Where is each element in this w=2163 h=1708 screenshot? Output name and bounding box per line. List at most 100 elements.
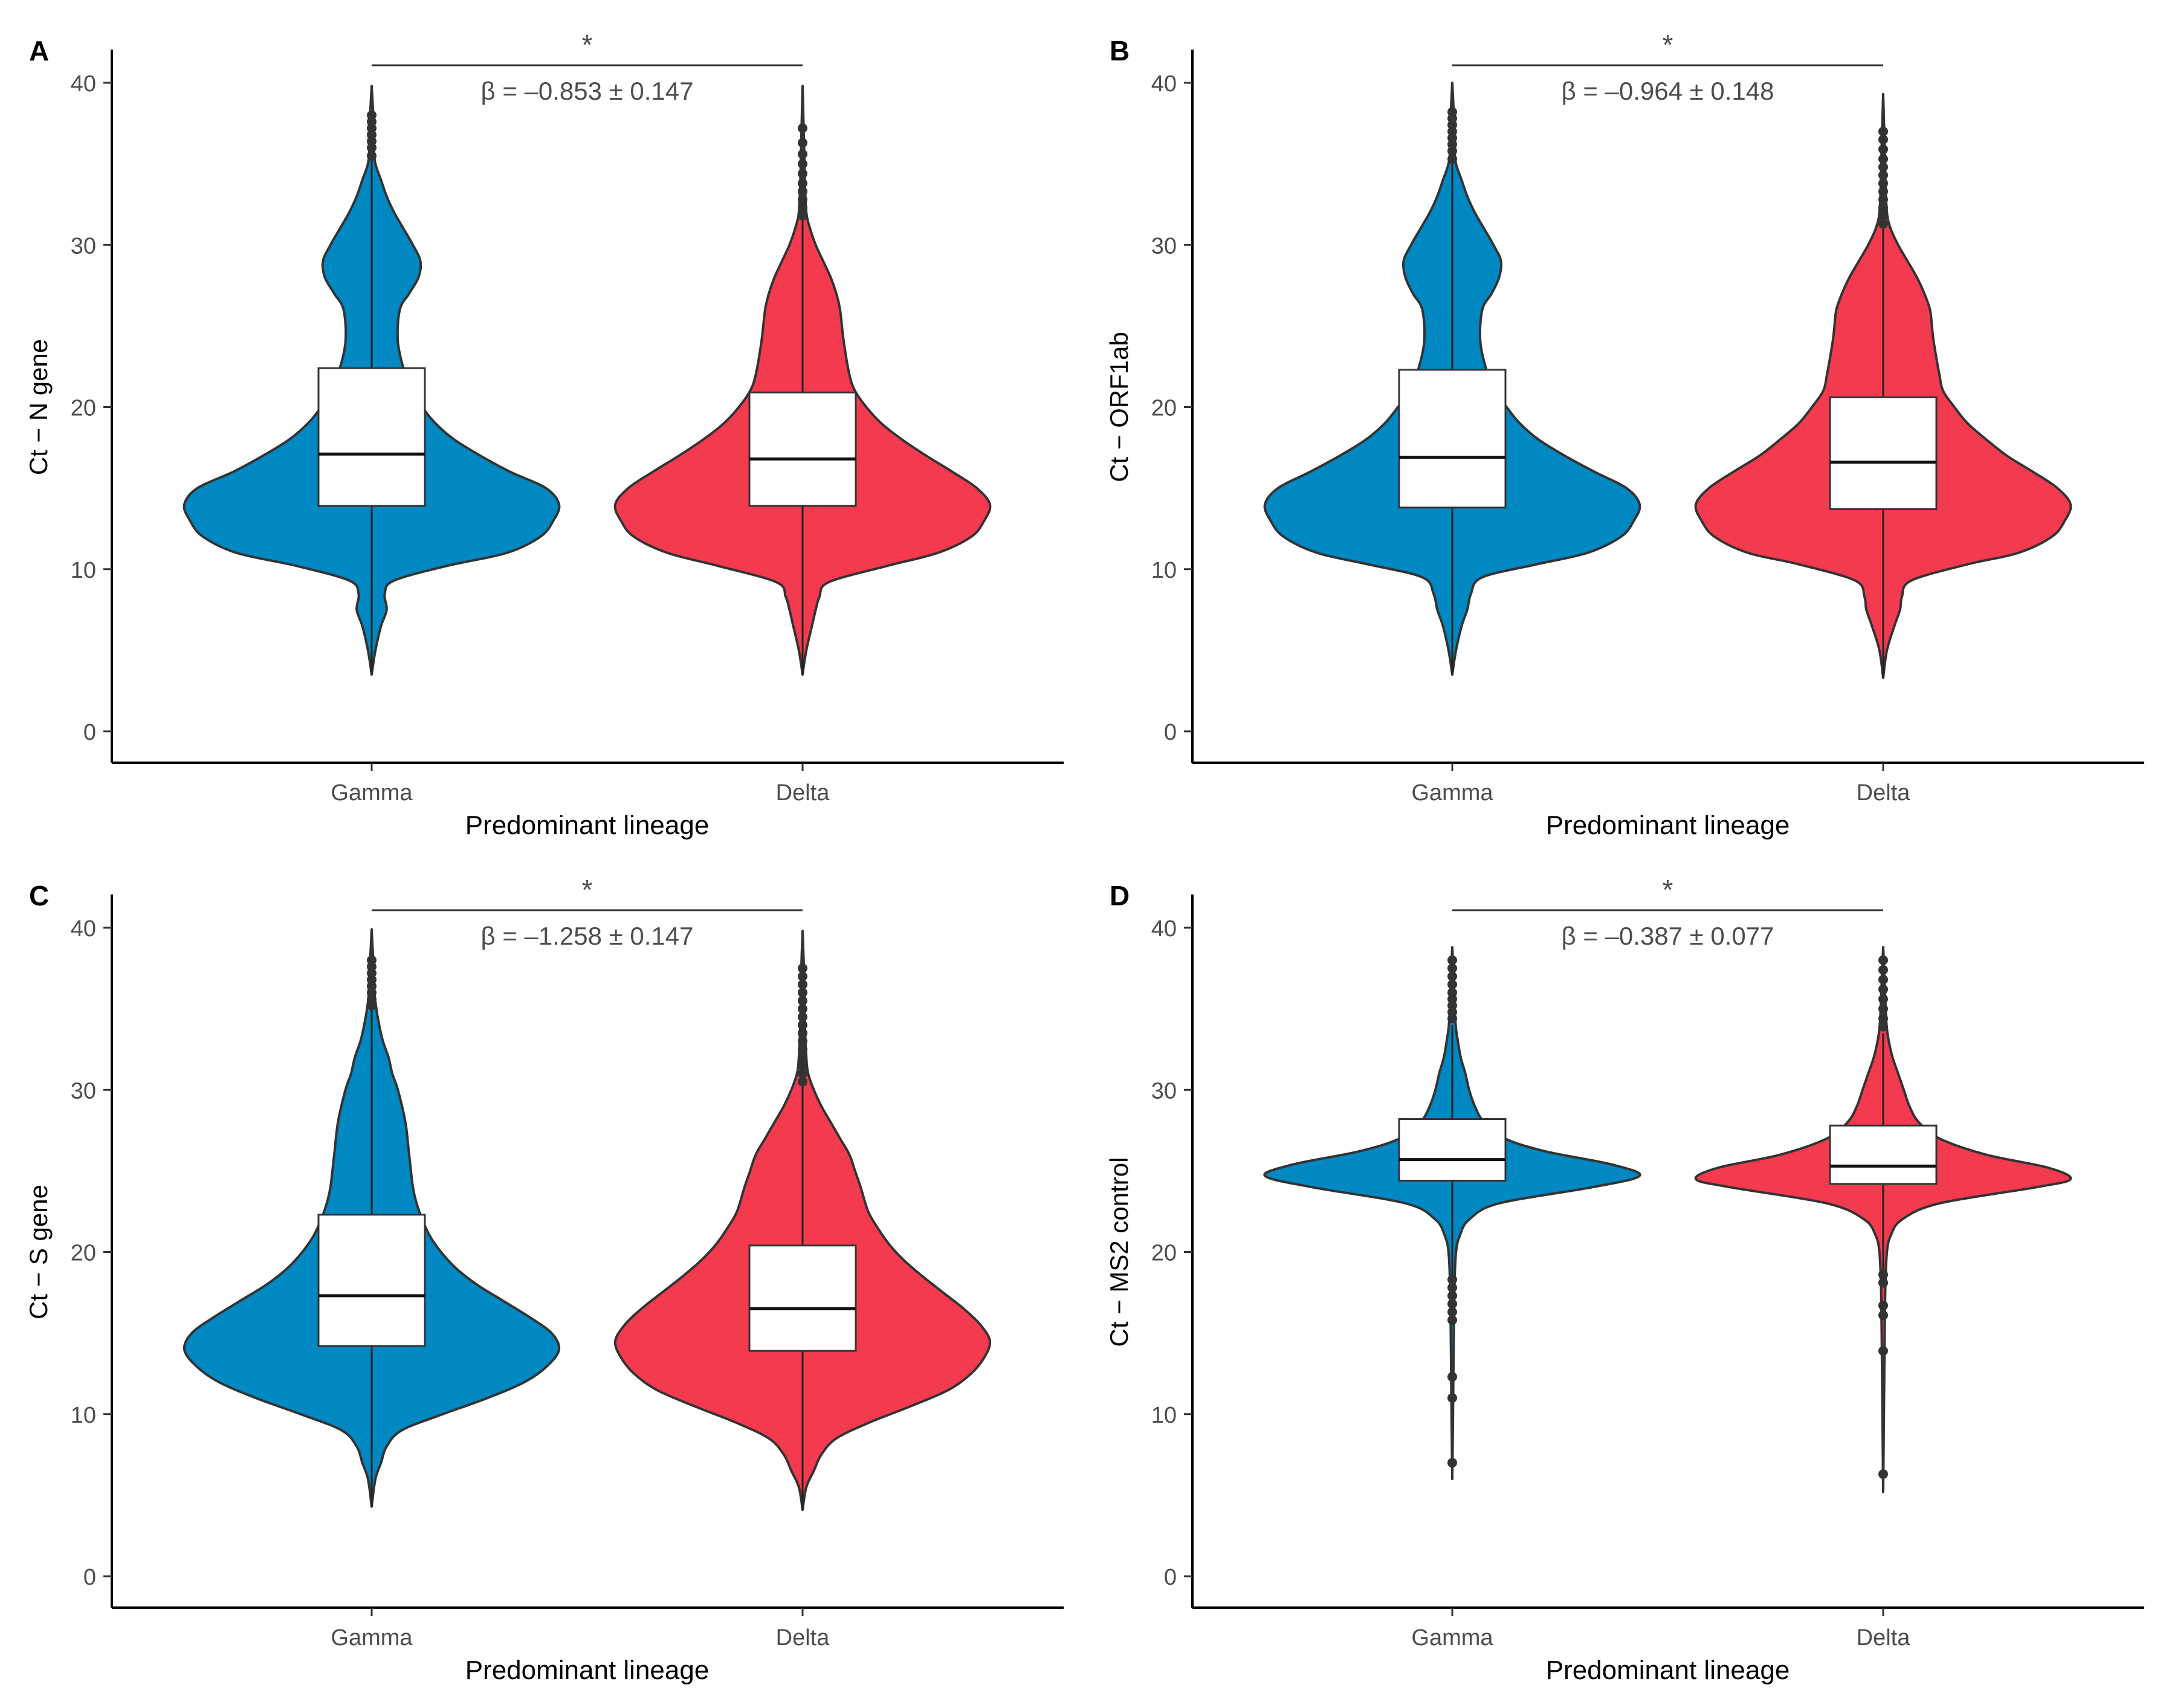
outlier-point bbox=[798, 1020, 807, 1030]
outlier-point bbox=[1878, 1014, 1888, 1024]
x-category-label: Delta bbox=[776, 1625, 830, 1651]
box-gamma bbox=[317, 1214, 426, 1347]
y-tick-label: 20 bbox=[71, 396, 96, 421]
outlier-point bbox=[1878, 186, 1888, 196]
beta-annotation: β = –0.387 ± 0.077 bbox=[1562, 922, 1774, 950]
outlier-point bbox=[1447, 979, 1457, 989]
x-axis-title: Predominant lineage bbox=[465, 1655, 710, 1685]
outlier-point bbox=[1447, 1315, 1457, 1325]
outlier-point bbox=[798, 195, 807, 205]
y-tick-label: 40 bbox=[1151, 71, 1177, 97]
outlier-point bbox=[798, 178, 807, 189]
panel-letter: D bbox=[1110, 880, 1130, 911]
outlier-point bbox=[1447, 1458, 1457, 1468]
panel-b: B 0 10 20 30 40 Ct − ORF1ab Gamma Delta Predomina… bbox=[1105, 29, 2144, 840]
outlier-point bbox=[798, 1052, 807, 1063]
outlier-point bbox=[1447, 1299, 1457, 1309]
y-axis-title: Ct − S gene bbox=[24, 1185, 53, 1319]
outlier-point bbox=[798, 186, 807, 196]
outlier-point bbox=[798, 1076, 807, 1087]
y-axis-title: Ct − ORF1ab bbox=[1105, 332, 1133, 482]
x-axis-title: Predominant lineage bbox=[1546, 1655, 1790, 1685]
outlier-point bbox=[798, 995, 807, 1006]
outlier-point bbox=[1878, 984, 1888, 994]
box-delta bbox=[1829, 396, 1938, 510]
outlier-point bbox=[798, 1069, 807, 1079]
outlier-point bbox=[798, 159, 807, 169]
y-tick-label: 20 bbox=[71, 1241, 96, 1266]
y-tick-label: 40 bbox=[71, 916, 96, 942]
x-axis-title: Predominant lineage bbox=[1546, 810, 1790, 840]
x-category-label: Delta bbox=[1857, 780, 1911, 806]
outlier-point bbox=[798, 210, 807, 221]
outlier-point bbox=[1447, 988, 1457, 998]
y-tick-label: 10 bbox=[1151, 558, 1177, 583]
outlier-point bbox=[1878, 178, 1888, 189]
y-tick-label: 10 bbox=[71, 558, 96, 583]
y-tick-label: 30 bbox=[1151, 233, 1177, 259]
x-category-label: Gamma bbox=[331, 780, 413, 806]
beta-annotation: β = –1.258 ± 0.147 bbox=[481, 922, 694, 950]
outlier-point bbox=[1878, 134, 1888, 144]
outlier-point bbox=[1878, 1310, 1888, 1321]
outlier-point bbox=[1447, 1290, 1457, 1301]
outlier-point bbox=[798, 988, 807, 998]
outlier-point bbox=[1447, 971, 1457, 982]
outlier-point bbox=[1878, 195, 1888, 205]
y-tick-label: 40 bbox=[1151, 916, 1177, 942]
outlier-point bbox=[1447, 1372, 1457, 1382]
y-axis-title: Ct − N gene bbox=[24, 339, 53, 475]
x-category-label: Gamma bbox=[1411, 1625, 1493, 1651]
x-axis-title: Predominant lineage bbox=[465, 810, 710, 840]
significance-star: * bbox=[1663, 29, 1673, 60]
outlier-point bbox=[798, 963, 807, 974]
outlier-point bbox=[1447, 1393, 1457, 1403]
box-delta bbox=[748, 391, 857, 507]
outlier-point bbox=[798, 169, 807, 179]
outlier-point bbox=[1878, 1021, 1888, 1032]
outlier-point bbox=[798, 979, 807, 989]
panel-letter: C bbox=[29, 880, 49, 911]
outlier-point bbox=[1878, 1278, 1888, 1288]
box-delta bbox=[1829, 1124, 1938, 1185]
y-axis-title: Ct − MS2 control bbox=[1105, 1157, 1133, 1347]
y-tick-label: 30 bbox=[71, 233, 96, 259]
x-category-label: Gamma bbox=[331, 1625, 413, 1651]
significance-star: * bbox=[1663, 874, 1673, 905]
panel-letter: B bbox=[1110, 35, 1130, 66]
box-gamma bbox=[1398, 369, 1507, 509]
outlier-point bbox=[798, 1028, 807, 1038]
outlier-point bbox=[1878, 955, 1888, 965]
outlier-point bbox=[1447, 1307, 1457, 1317]
x-category-label: Delta bbox=[1857, 1625, 1911, 1651]
outlier-point bbox=[1447, 963, 1457, 974]
outlier-point bbox=[1447, 107, 1457, 117]
outlier-point bbox=[1878, 162, 1888, 172]
outlier-point bbox=[798, 1036, 807, 1046]
box-gamma bbox=[1398, 1118, 1507, 1182]
y-tick-label: 0 bbox=[83, 1565, 96, 1590]
x-category-label: Gamma bbox=[1411, 780, 1493, 806]
panel-letter: A bbox=[29, 35, 49, 66]
outlier-point bbox=[1878, 210, 1888, 221]
outlier-point bbox=[1878, 202, 1888, 213]
y-tick-label: 40 bbox=[71, 71, 96, 97]
significance-star: * bbox=[582, 29, 593, 60]
outlier-point bbox=[798, 149, 807, 160]
outlier-point bbox=[1878, 1270, 1888, 1280]
outlier-point bbox=[1878, 154, 1888, 164]
panel-d: D 0 10 20 30 40 Ct − MS2 control Gamma Delta Pred… bbox=[1105, 874, 2144, 1685]
outlier-point bbox=[367, 955, 377, 965]
outlier-point bbox=[1878, 1346, 1888, 1356]
y-tick-label: 0 bbox=[1164, 720, 1177, 745]
outlier-point bbox=[1878, 219, 1888, 229]
outlier-point bbox=[367, 110, 377, 120]
outlier-point bbox=[798, 1044, 807, 1055]
beta-annotation: β = –0.964 ± 0.148 bbox=[1562, 77, 1774, 105]
outlier-point bbox=[1447, 955, 1457, 965]
y-tick-label: 30 bbox=[1151, 1078, 1177, 1104]
outlier-point bbox=[1878, 170, 1888, 180]
outlier-point bbox=[1878, 994, 1888, 1004]
y-tick-label: 0 bbox=[1164, 1565, 1177, 1590]
